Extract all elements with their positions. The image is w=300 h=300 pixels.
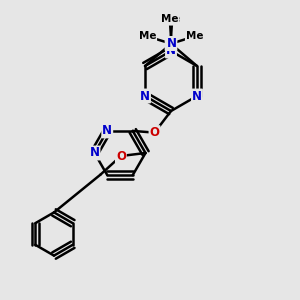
Text: O: O: [149, 126, 160, 139]
Text: N: N: [166, 44, 176, 58]
Text: Me: Me: [186, 31, 203, 41]
Text: Me: Me: [161, 14, 179, 25]
Text: Me: Me: [139, 31, 156, 41]
Text: N: N: [192, 89, 202, 103]
Text: N: N: [167, 37, 176, 50]
Text: N: N: [166, 37, 176, 50]
Text: N: N: [140, 89, 150, 103]
Text: N: N: [89, 146, 100, 160]
Text: O: O: [116, 149, 126, 163]
Text: Me: Me: [163, 14, 181, 25]
Text: N: N: [102, 124, 112, 137]
